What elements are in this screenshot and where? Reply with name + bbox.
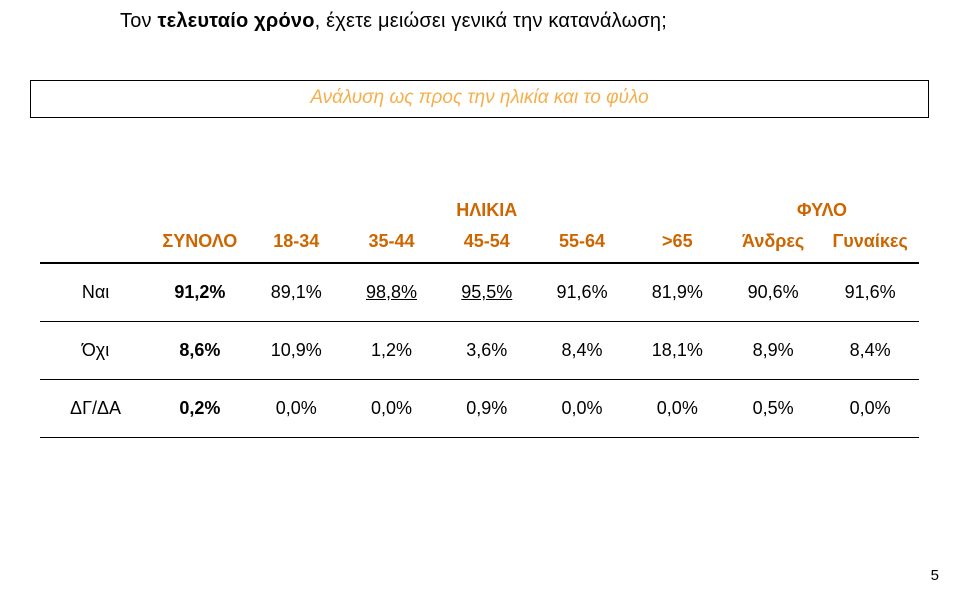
table-cell: 98,8% (344, 263, 439, 322)
col-total: ΣΥΝΟΛΟ (151, 227, 249, 263)
group-sex-label: ΦΥΛΟ (725, 200, 919, 227)
subtitle-text: Ανάλυση ως προς την ηλικία και το φύλο (310, 87, 648, 108)
title-rest: , έχετε μειώσει γενικά την κατανάλωση; (315, 10, 667, 32)
table-cell: 91,6% (534, 263, 629, 322)
table-row: Ναι91,2%89,1%98,8%95,5%91,6%81,9%90,6%91… (40, 263, 919, 322)
table-cell: 1,2% (344, 322, 439, 380)
col-18-34: 18-34 (249, 227, 344, 263)
row-label: Όχι (40, 322, 151, 380)
col-45-54: 45-54 (439, 227, 534, 263)
page-title: Τον τελευταίο χρόνο, έχετε μειώσει γενικ… (120, 10, 667, 33)
table-cell: 8,6% (151, 322, 249, 380)
column-header-row: ΣΥΝΟΛΟ 18-34 35-44 45-54 55-64 >65 Άνδρε… (40, 227, 919, 263)
subtitle-box: Ανάλυση ως προς την ηλικία και το φύλο (30, 80, 929, 118)
table-cell: 10,9% (249, 322, 344, 380)
data-table: ΗΛΙΚΙΑ ΦΥΛΟ ΣΥΝΟΛΟ 18-34 35-44 45-54 55-… (40, 200, 919, 438)
table-cell: 18,1% (630, 322, 725, 380)
col-men: Άνδρες (725, 227, 821, 263)
col-35-44: 35-44 (344, 227, 439, 263)
table-cell: 0,0% (821, 380, 919, 438)
table-cell: 0,0% (630, 380, 725, 438)
table-cell: 90,6% (725, 263, 821, 322)
title-prefix: Τον (120, 10, 158, 32)
table-row: ΔΓ/ΔΑ0,2%0,0%0,0%0,9%0,0%0,0%0,5%0,0% (40, 380, 919, 438)
table-cell: 3,6% (439, 322, 534, 380)
table-cell: 0,5% (725, 380, 821, 438)
table-cell: 8,9% (725, 322, 821, 380)
table-cell: 89,1% (249, 263, 344, 322)
table-cell: 0,0% (249, 380, 344, 438)
page-number: 5 (931, 567, 939, 584)
table-cell: 0,0% (534, 380, 629, 438)
col-55-64: 55-64 (534, 227, 629, 263)
table-cell: 0,2% (151, 380, 249, 438)
table-cell: 8,4% (821, 322, 919, 380)
col-women: Γυναίκες (821, 227, 919, 263)
title-bold: τελευταίο χρόνο (158, 10, 315, 32)
row-label: Ναι (40, 263, 151, 322)
row-label: ΔΓ/ΔΑ (40, 380, 151, 438)
table-row: Όχι8,6%10,9%1,2%3,6%8,4%18,1%8,9%8,4% (40, 322, 919, 380)
group-header-row: ΗΛΙΚΙΑ ΦΥΛΟ (40, 200, 919, 227)
table-cell: 8,4% (534, 322, 629, 380)
col-65plus: >65 (630, 227, 725, 263)
table-cell: 0,9% (439, 380, 534, 438)
table-cell: 91,6% (821, 263, 919, 322)
group-age-label: ΗΛΙΚΙΑ (249, 200, 725, 227)
table-cell: 95,5% (439, 263, 534, 322)
table-cell: 81,9% (630, 263, 725, 322)
table-cell: 0,0% (344, 380, 439, 438)
table-cell: 91,2% (151, 263, 249, 322)
